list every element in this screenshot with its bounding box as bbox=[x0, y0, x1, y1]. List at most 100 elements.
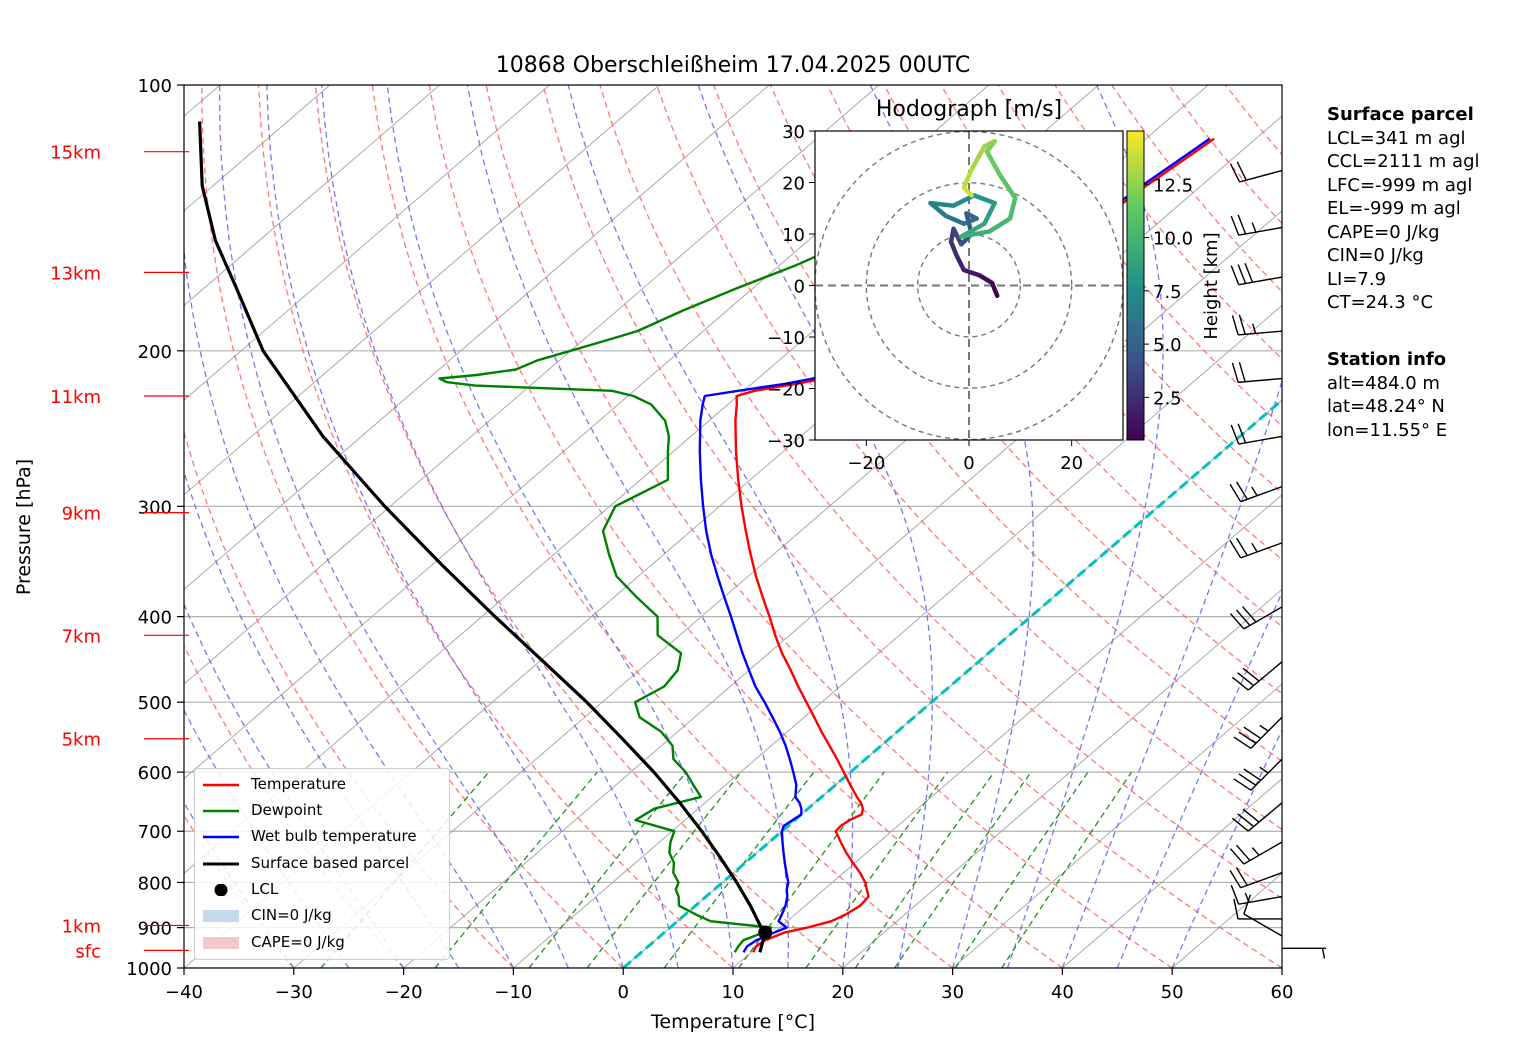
legend-label-cin: CIN=0 J/kg bbox=[251, 906, 332, 924]
legend-entry-cape: CAPE=0 J/kg bbox=[195, 933, 449, 953]
x-tick-label: −40 bbox=[165, 982, 203, 1003]
isotherm-line bbox=[184, 85, 880, 685]
series-surface-based-parcel bbox=[198, 121, 765, 953]
dry-adiabat-line bbox=[542, 85, 1282, 968]
station-lon: lon=11.55° E bbox=[1327, 419, 1448, 441]
moist-adiabat-line bbox=[466, 85, 789, 968]
dry-adiabat-line bbox=[184, 429, 514, 968]
height-label: 15km bbox=[50, 143, 101, 164]
y-tick-label: 800 bbox=[138, 873, 172, 894]
moist-adiabat-line bbox=[567, 85, 854, 968]
colorbar-tick-label: 2.5 bbox=[1153, 388, 1182, 409]
wind-barb bbox=[1229, 481, 1283, 503]
hodograph-trace-segment bbox=[961, 267, 982, 278]
wind-barb bbox=[1231, 314, 1283, 336]
dry-adiabat-line bbox=[371, 85, 953, 968]
hodograph-trace-segment bbox=[997, 172, 1018, 201]
legend-swatch-parcel bbox=[203, 862, 239, 866]
hodograph-trace-segment bbox=[961, 216, 979, 226]
freezing-isotherm bbox=[622, 398, 1282, 968]
legend-label-dewpoint: Dewpoint bbox=[251, 801, 323, 819]
legend-swatch-temperature bbox=[203, 783, 239, 787]
wind-barb bbox=[1230, 884, 1283, 905]
height-label: 13km bbox=[50, 263, 101, 284]
hodograph-title: Hodograph [m/s] bbox=[876, 97, 1062, 122]
isotherm-line bbox=[732, 494, 1282, 968]
hodograph-trace-segment bbox=[928, 200, 956, 208]
parcel-cin: CIN=0 J/kg bbox=[1327, 245, 1424, 266]
legend-entry-parcel: Surface based parcel bbox=[195, 854, 449, 874]
y-tick-label: 100 bbox=[138, 76, 172, 97]
mixing-ratio-line bbox=[954, 771, 1089, 968]
parcel-li: LI=7.9 bbox=[1327, 268, 1387, 290]
mixing-ratio-line bbox=[805, 771, 949, 968]
height-label: 5km bbox=[62, 730, 101, 751]
mixing-ratio-line bbox=[434, 771, 598, 968]
hodograph-ring bbox=[865, 182, 1073, 389]
wind-barb bbox=[1231, 361, 1283, 384]
dry-adiabat-line bbox=[257, 85, 734, 968]
dry-adiabat-line bbox=[314, 85, 844, 968]
mixing-ratio-line bbox=[663, 771, 815, 968]
hodograph-y-tick-label: 20 bbox=[782, 174, 805, 195]
height-label: 11km bbox=[50, 387, 101, 408]
dry-adiabat-line bbox=[201, 85, 624, 968]
hodograph-y-tick-label: −20 bbox=[767, 380, 805, 401]
parcel-ct: CT=24.3 °C bbox=[1327, 292, 1434, 313]
hodograph-y-tick-label: −30 bbox=[767, 431, 805, 452]
surface-parcel-heading: Surface parcel bbox=[1327, 104, 1474, 125]
wind-barb bbox=[1233, 716, 1283, 749]
isotherm-line bbox=[952, 683, 1282, 968]
hodograph-trace-segment bbox=[984, 149, 1003, 178]
moist-adiabat-line bbox=[266, 85, 624, 968]
wind-barb bbox=[1282, 947, 1326, 959]
moist-adiabat-line bbox=[184, 708, 350, 968]
hodograph-x-tick-label: 0 bbox=[963, 453, 974, 474]
dry-adiabat-line bbox=[940, 85, 1282, 494]
wind-barb bbox=[1230, 423, 1283, 445]
legend-entry-lcl: LCL bbox=[195, 880, 449, 900]
wind-barb bbox=[1243, 894, 1283, 937]
y-tick-label: 600 bbox=[138, 763, 172, 784]
hodograph-trace-segment bbox=[969, 144, 987, 172]
wind-barb bbox=[1231, 661, 1283, 691]
y-tick-label: 900 bbox=[138, 919, 172, 940]
legend-label-parcel: Surface based parcel bbox=[251, 854, 410, 872]
x-tick-label: −20 bbox=[385, 982, 423, 1003]
wind-barb bbox=[1233, 898, 1282, 920]
station-info-panel: Station info alt=484.0 m lat=48.24° N lo… bbox=[1327, 348, 1447, 442]
moist-adiabat-line bbox=[386, 85, 734, 968]
height-label: 9km bbox=[62, 504, 101, 525]
legend-swatch-lcl bbox=[214, 884, 228, 896]
dry-adiabat-line bbox=[883, 85, 1282, 561]
hodograph-trace-segment bbox=[951, 226, 964, 247]
hodograph-x-tick-label: −20 bbox=[847, 453, 885, 474]
hodograph-trace-segment bbox=[977, 272, 995, 286]
isotherm-line bbox=[1062, 778, 1282, 968]
x-tick-label: 60 bbox=[1271, 982, 1294, 1003]
mixing-ratio-line bbox=[1001, 771, 1133, 968]
legend-entry-dewpoint: Dewpoint bbox=[195, 801, 449, 821]
y-tick-label: 1000 bbox=[126, 959, 172, 980]
moist-adiabat-line bbox=[321, 85, 679, 968]
wind-barb bbox=[1233, 758, 1283, 791]
hodograph-y-tick-label: 0 bbox=[794, 277, 805, 298]
hodograph-trace-segment bbox=[943, 213, 967, 226]
colorbar-label: Height [km] bbox=[1201, 232, 1222, 339]
x-tick-label: 20 bbox=[831, 982, 854, 1003]
isotherm-line bbox=[184, 85, 550, 401]
hodograph-trace-segment bbox=[989, 280, 1000, 299]
station-info-heading: Station info bbox=[1327, 349, 1447, 370]
y-tick-label: 200 bbox=[138, 342, 172, 363]
height-label: 1km bbox=[62, 916, 101, 937]
wind-barb bbox=[1229, 161, 1283, 183]
x-tick-label: 30 bbox=[941, 982, 964, 1003]
dry-adiabat-line bbox=[428, 85, 1063, 968]
legend-label-wetbulb: Wet bulb temperature bbox=[251, 827, 417, 845]
chart-title: 10868 Oberschleißheim 17.04.2025 00UTC bbox=[496, 53, 971, 78]
hodograph-x-tick-label: 20 bbox=[1060, 453, 1083, 474]
legend-label-lcl: LCL bbox=[251, 880, 279, 898]
hodograph-trace-segment bbox=[1007, 195, 1018, 221]
colorbar-tick-label: 5.0 bbox=[1153, 335, 1182, 356]
x-axis-label: Temperature [°C] bbox=[650, 1011, 815, 1033]
